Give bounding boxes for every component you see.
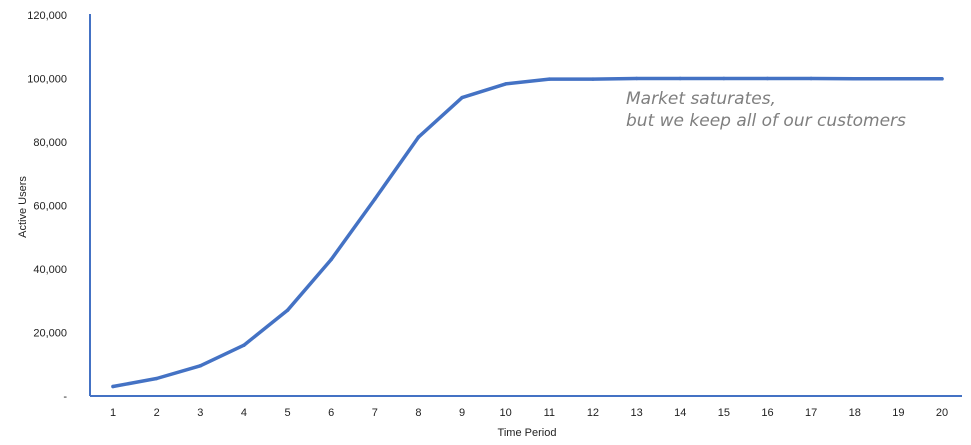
y-tick-label: 120,000 [27,10,67,22]
x-tick-label: 6 [328,407,334,419]
data-point [198,364,202,368]
data-point [154,376,159,381]
x-tick-label: 9 [459,407,465,419]
data-point [896,77,901,81]
x-tick-label: 4 [241,407,247,419]
x-tick-label: 19 [892,407,904,419]
annotation-line-1: Market saturates, [626,89,776,109]
x-axis-title: Time Period [498,427,557,439]
series-line-active-users [111,76,944,389]
data-point [634,76,639,81]
x-tick-label: 3 [197,407,203,419]
data-point [940,77,944,81]
data-point [329,257,333,262]
y-tick-label: 80,000 [33,137,67,149]
x-tick-label: 5 [284,407,290,419]
x-tick-label: 2 [154,407,160,419]
data-point [678,76,682,81]
x-tick-label: 20 [936,407,948,419]
data-point [242,343,246,347]
x-tick-label: 14 [674,407,686,419]
data-point [809,76,813,81]
data-point [765,76,770,81]
annotation-line-2: but we keep all of our customers [626,111,906,131]
x-tick-label: 8 [415,407,421,419]
y-tick-label: 40,000 [33,264,67,276]
x-tick-label: 18 [849,407,861,419]
x-tick-label: 16 [761,407,773,419]
data-point [373,197,377,201]
data-point [722,76,726,81]
x-tick-label: 11 [544,407,555,419]
y-tick-label: 20,000 [33,328,67,340]
data-point [111,384,115,389]
data-point [416,135,421,139]
data-point [503,82,508,86]
x-tick-label: 10 [500,407,512,419]
data-point [285,308,290,312]
data-point [460,95,464,100]
x-tick-label: 17 [805,407,817,419]
x-tick-label: 7 [372,407,378,419]
data-point [591,77,595,81]
series-points [111,76,944,389]
y-tick-label: - [63,391,67,403]
x-tick-label: 1 [110,407,116,419]
y-tick-label: 100,000 [27,74,67,86]
y-tick-label: 60,000 [33,201,67,213]
x-axis-tick-labels: 1 2 3 4 5 6 7 8 9 10 11 12 13 14 15 16 17 18 19 20 [110,407,948,419]
x-tick-label: 12 [587,407,599,419]
data-point [547,77,552,81]
x-tick-label: 13 [630,407,642,419]
y-axis-title: Active Users [17,176,29,238]
y-axis-tick-labels: - 20,000 40,000 60,000 80,000 100,000 120,000 [27,10,67,403]
data-point [853,77,857,81]
x-tick-label: 15 [718,407,730,419]
